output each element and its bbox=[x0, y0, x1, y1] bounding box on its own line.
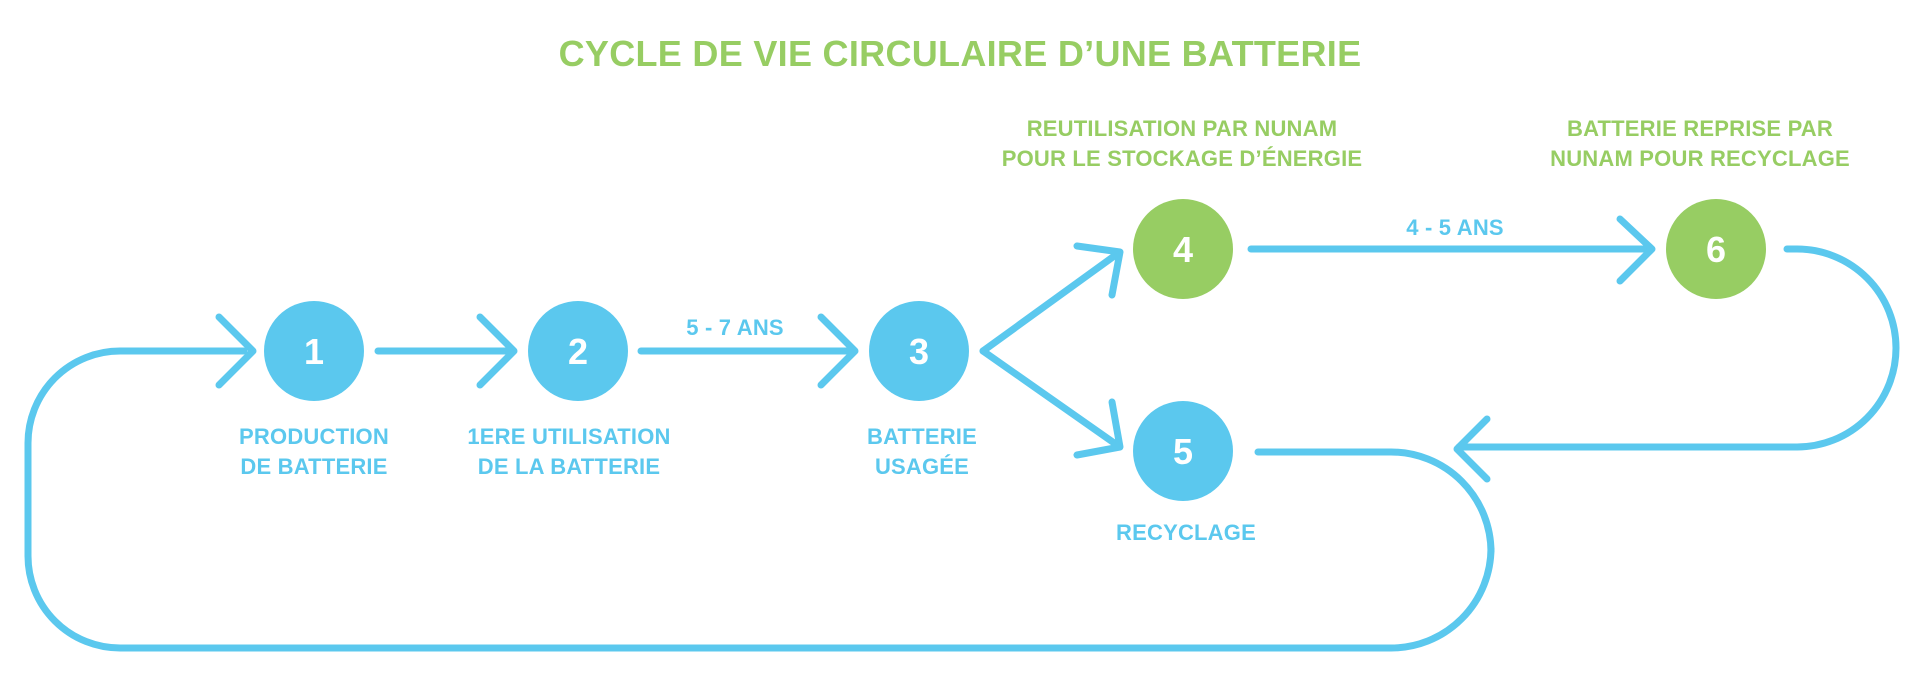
step-1-label-line-2: DE BATTERIE bbox=[240, 454, 388, 479]
diagram-title: CYCLE DE VIE CIRCULAIRE D’UNE BATTERIE bbox=[558, 33, 1362, 74]
step-3-label-line-1: BATTERIE bbox=[867, 424, 977, 449]
arrowhead-return bbox=[1453, 415, 1491, 483]
step-3-number: 3 bbox=[909, 331, 929, 372]
step-3-label-line-2: USAGÉE bbox=[874, 454, 970, 479]
step-6-label-line-1: BATTERIE REPRISE PAR bbox=[1566, 116, 1833, 141]
step-2-label-line-2: DE LA BATTERIE bbox=[477, 454, 661, 479]
step-6-circle bbox=[1666, 199, 1766, 299]
step-4-label: REUTILISATION PAR NUNAM POUR LE STOCKAGE… bbox=[1002, 114, 1363, 174]
step-2-label-line-1: 1ERE UTILISATION bbox=[467, 424, 671, 449]
arrowhead-6 bbox=[1616, 215, 1656, 285]
arrowhead-5 bbox=[1073, 398, 1124, 459]
duration-first-use: 5 - 7 ANS bbox=[686, 315, 784, 340]
step-1-number: 1 bbox=[304, 331, 324, 372]
step-2-label: 1ERE UTILISATION DE LA BATTERIE bbox=[467, 422, 670, 482]
arrow-3-to-4 bbox=[979, 250, 1121, 355]
step-3-circle bbox=[869, 301, 969, 401]
arrow-3-to-5 bbox=[979, 347, 1121, 449]
arrow-6-loop bbox=[1455, 245, 1900, 451]
step-4-label-line-1: REUTILISATION PAR NUNAM bbox=[1026, 116, 1338, 141]
step-1-label-line-1: PRODUCTION bbox=[239, 424, 389, 449]
step-5-label-line-1: RECYCLAGE bbox=[1116, 520, 1256, 545]
step-2-number: 2 bbox=[568, 331, 588, 372]
arrowhead-3 bbox=[817, 313, 859, 389]
arrowhead-1 bbox=[215, 313, 257, 389]
step-1-label: PRODUCTION DE BATTERIE bbox=[239, 422, 389, 482]
step-5-circle bbox=[1133, 401, 1233, 501]
step-2-circle bbox=[528, 301, 628, 401]
arrowhead-4 bbox=[1073, 242, 1124, 299]
step-4-circle bbox=[1133, 199, 1233, 299]
step-4-label-line-2: POUR LE STOCKAGE D’ÉNERGIE bbox=[1001, 146, 1363, 171]
duration-reuse: 4 - 5 ANS bbox=[1406, 215, 1504, 240]
step-5-label: RECYCLAGE bbox=[1116, 518, 1256, 548]
step-3-label: BATTERIE USAGÉE bbox=[867, 422, 977, 482]
step-1-circle bbox=[264, 301, 364, 401]
arrow-5-to-1-loop bbox=[24, 347, 1495, 652]
arrowhead-2 bbox=[476, 313, 518, 389]
step-5-number: 5 bbox=[1173, 431, 1193, 472]
step-4-number: 4 bbox=[1173, 229, 1193, 270]
step-6-label-line-2: NUNAM POUR RECYCLAGE bbox=[1550, 146, 1850, 171]
step-6-label: BATTERIE REPRISE PAR NUNAM POUR RECYCLAG… bbox=[1550, 114, 1850, 174]
step-6-number: 6 bbox=[1706, 229, 1726, 270]
